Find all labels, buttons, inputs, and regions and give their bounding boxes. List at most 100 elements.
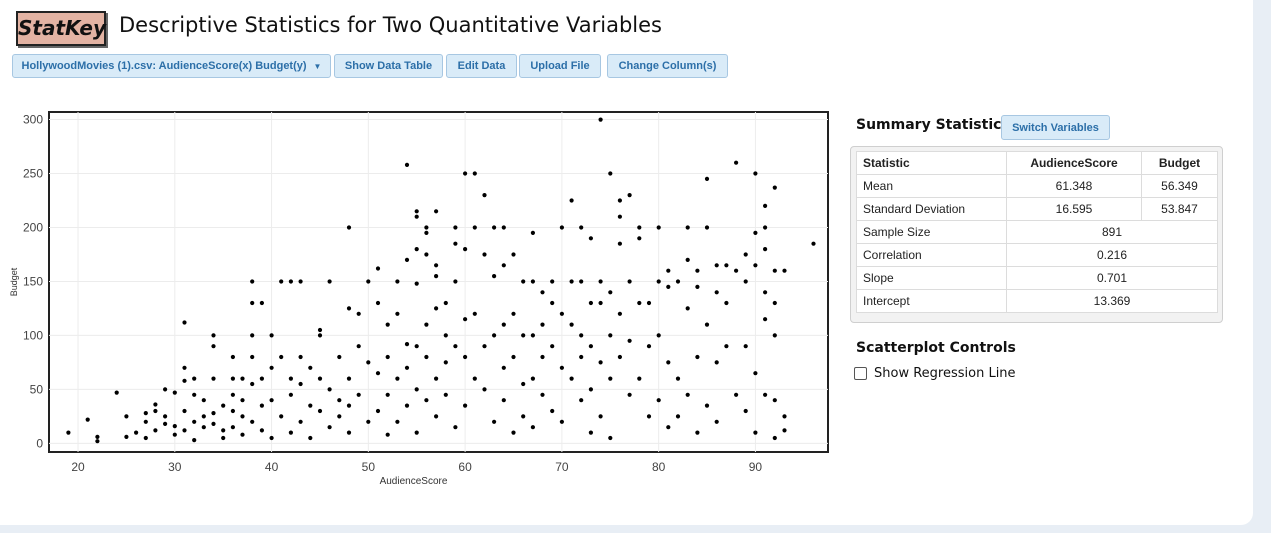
data-point (763, 247, 768, 252)
data-point (414, 344, 419, 349)
edit-data-button[interactable]: Edit Data (446, 54, 517, 78)
statkey-logo[interactable]: StatKey (16, 11, 106, 46)
data-point (211, 333, 216, 338)
data-point (182, 428, 187, 433)
table-row: Intercept 13.369 (856, 289, 1218, 313)
row-label: Intercept (856, 289, 1007, 313)
data-point (211, 421, 216, 426)
data-point (453, 241, 458, 246)
data-point (240, 398, 245, 403)
data-point (453, 225, 458, 230)
x-tick-label: 60 (458, 460, 472, 474)
data-point (395, 279, 400, 284)
data-point (124, 434, 129, 439)
data-point (269, 398, 274, 403)
switch-variables-button[interactable]: Switch Variables (1001, 115, 1110, 140)
data-point (521, 414, 526, 419)
data-point (598, 117, 603, 122)
data-point (492, 419, 497, 424)
data-point (588, 430, 594, 435)
gridlines (49, 112, 828, 452)
data-point (675, 376, 681, 381)
scatterplot: 20 30 40 50 60 70 80 90 0 50 100 150 200 250 300 Audi… (9, 111, 829, 487)
data-point (366, 419, 371, 424)
x-tick-label: 50 (362, 460, 376, 474)
data-point (617, 214, 623, 219)
row-x-value: 16.595 (1006, 197, 1142, 221)
data-point (501, 398, 506, 403)
data-point (608, 333, 613, 338)
data-point (240, 376, 245, 381)
y-axis-label: Budget (9, 267, 19, 296)
data-point (704, 225, 710, 230)
data-point (482, 387, 487, 392)
data-point (743, 252, 748, 257)
data-point (221, 428, 226, 433)
x-tick-label: 80 (652, 460, 666, 474)
data-point (434, 376, 439, 381)
data-point (269, 333, 274, 338)
data-point (685, 306, 690, 311)
data-point (530, 376, 536, 381)
data-point (521, 279, 526, 284)
data-point (192, 376, 197, 381)
upload-file-button[interactable]: Upload File (519, 54, 601, 78)
data-point (763, 203, 768, 208)
data-point (317, 408, 323, 414)
change-columns-button[interactable]: Change Column(s) (607, 54, 728, 78)
y-tick-label: 250 (23, 167, 43, 181)
data-point (627, 193, 632, 198)
data-point (501, 225, 506, 230)
data-point (201, 425, 206, 430)
data-point (617, 354, 623, 360)
data-point (782, 268, 787, 273)
data-point (753, 430, 758, 435)
row-label: Standard Deviation (856, 197, 1007, 221)
data-point (637, 376, 642, 381)
data-point (424, 252, 429, 257)
data-point (530, 333, 536, 338)
data-point (346, 306, 352, 311)
data-point (540, 392, 545, 397)
data-point (230, 354, 235, 360)
data-point (308, 435, 313, 441)
data-point (685, 392, 690, 397)
data-point (588, 300, 594, 306)
data-point (182, 378, 187, 383)
data-point (559, 365, 565, 370)
data-point (743, 279, 748, 284)
data-point (675, 279, 681, 284)
data-point (385, 432, 390, 437)
data-point (172, 432, 177, 437)
data-point (443, 360, 448, 365)
data-point (434, 209, 439, 214)
regression-checkbox[interactable] (854, 367, 867, 380)
data-point (443, 333, 448, 338)
data-point (627, 392, 632, 397)
regression-line-toggle[interactable]: Show Regression Line (854, 366, 1016, 381)
row-label: Correlation (856, 243, 1007, 267)
data-point (734, 160, 739, 165)
data-point (666, 268, 671, 273)
dataset-dropdown[interactable]: HollywoodMovies (1).csv: AudienceScore(x… (12, 54, 331, 78)
row-y-value: 53.847 (1141, 197, 1218, 221)
data-point (192, 438, 197, 443)
data-point (530, 230, 536, 235)
data-point (163, 421, 168, 426)
data-point (356, 344, 361, 349)
data-point (666, 425, 671, 430)
data-point (395, 311, 400, 316)
data-point (608, 376, 613, 381)
row-label: Mean (856, 174, 1007, 198)
data-point (375, 300, 381, 306)
data-point (327, 425, 332, 430)
data-point (250, 354, 255, 360)
show-data-table-button[interactable]: Show Data Table (334, 54, 443, 78)
data-point (395, 419, 400, 424)
data-point (356, 392, 361, 397)
data-point (172, 424, 177, 429)
data-point (763, 392, 768, 397)
data-point (404, 162, 410, 167)
data-point (511, 354, 516, 360)
main-panel: StatKey Descriptive Statistics for Two Q… (0, 0, 1253, 525)
